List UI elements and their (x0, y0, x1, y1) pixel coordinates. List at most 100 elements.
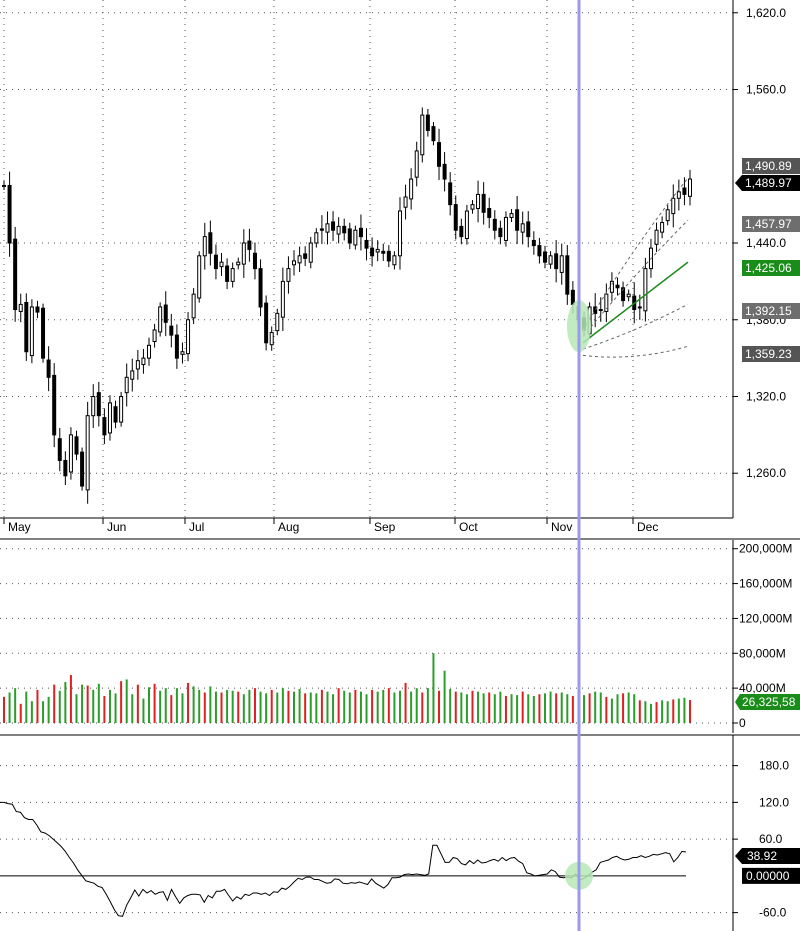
volume-bar (309, 692, 312, 723)
candle (660, 216, 665, 239)
volume-bar (53, 684, 56, 723)
candle-body (353, 229, 358, 246)
candle-body (63, 459, 68, 477)
volume-bar (689, 700, 691, 723)
volume-bar (187, 682, 190, 723)
volume-bar (237, 691, 240, 723)
volume-bar (142, 698, 145, 723)
candle-body (476, 193, 481, 209)
candle-body (615, 284, 620, 289)
candle (565, 245, 570, 305)
candle (174, 324, 179, 369)
candle-body (554, 253, 559, 270)
candle-body (492, 218, 497, 231)
candle-body (85, 415, 90, 491)
candle-body (264, 302, 269, 344)
volume-bar (220, 692, 223, 723)
candle-body (80, 451, 85, 487)
price-badge-bg (742, 303, 800, 319)
candle (7, 171, 12, 257)
candle (470, 200, 475, 214)
candle (492, 210, 497, 240)
indicator-y-axis: 180.0 120.0 60.0 -60.0 38.92 0.00000 (732, 735, 800, 931)
candle-body (41, 307, 46, 359)
candle (498, 220, 503, 245)
candle-body (542, 251, 547, 263)
candle (509, 208, 514, 223)
candle (665, 205, 670, 226)
candle-body (609, 280, 614, 293)
volume-bar (304, 693, 307, 723)
candle-body (593, 306, 598, 314)
candle-body (213, 254, 218, 270)
cursor-marker[interactable] (565, 0, 593, 931)
volume-bar (449, 689, 452, 723)
candle-body (24, 301, 29, 353)
candle (414, 141, 419, 187)
candle-body (509, 213, 514, 218)
candle (403, 184, 408, 220)
volume-bar (415, 688, 418, 723)
candle-body (7, 184, 12, 244)
volume-bar (209, 686, 212, 723)
candle (213, 244, 218, 280)
volume-bar (644, 701, 647, 723)
candle (186, 312, 191, 362)
candle-body (152, 329, 157, 342)
candle-body (559, 255, 564, 273)
candle (113, 400, 118, 429)
volume-bar (14, 688, 17, 723)
regression-band (582, 219, 689, 337)
candle-body (236, 261, 241, 266)
volume-tick-label: 160,000M (739, 577, 792, 591)
candle (353, 225, 358, 250)
indicator-current-badge: 38.92 (735, 848, 800, 865)
candle (57, 427, 62, 472)
candle (135, 349, 140, 380)
volume-bar (504, 695, 507, 723)
volume-bar (3, 696, 5, 723)
volume-bar (293, 691, 296, 723)
volume-bar (153, 683, 156, 723)
candle-body (269, 332, 274, 346)
candle (481, 182, 486, 225)
volume-bar (198, 689, 201, 723)
candle-body (621, 287, 626, 302)
volume-panel: 200,000M 160,000M 120,000M 80,000M 40,000M 0 2… (0, 538, 800, 733)
candle (169, 313, 174, 348)
candle-body (202, 236, 207, 257)
volume-bar (343, 690, 346, 723)
candle-body (35, 306, 40, 313)
candle-body (598, 309, 603, 312)
candle (163, 291, 168, 337)
volume-bar (493, 694, 496, 723)
candle-body (13, 238, 18, 311)
candle-body (425, 114, 430, 131)
candle-body (52, 374, 57, 436)
candle-body (308, 242, 313, 263)
candle-body (314, 232, 319, 244)
candle-body (503, 216, 508, 241)
volume-bar (47, 696, 50, 723)
candle-body (453, 204, 458, 231)
month-label: Oct (459, 520, 478, 534)
candle (124, 363, 129, 407)
candle (342, 218, 347, 241)
candle (252, 242, 257, 280)
candle-body (135, 360, 140, 370)
candle (63, 451, 68, 486)
volume-bar (410, 691, 413, 723)
volume-bar (120, 681, 123, 723)
candle-body (626, 293, 631, 298)
volume-tick-label: 80,000M (739, 646, 786, 660)
volume-bar (432, 653, 435, 723)
candle-body (275, 312, 280, 332)
candle-body (241, 242, 246, 265)
candle (520, 211, 525, 245)
price-badge-bg (742, 260, 800, 276)
candle (347, 222, 352, 250)
candle (225, 258, 230, 290)
candle-body (375, 248, 380, 253)
volume-bar (97, 683, 100, 723)
candle-body (660, 222, 665, 233)
